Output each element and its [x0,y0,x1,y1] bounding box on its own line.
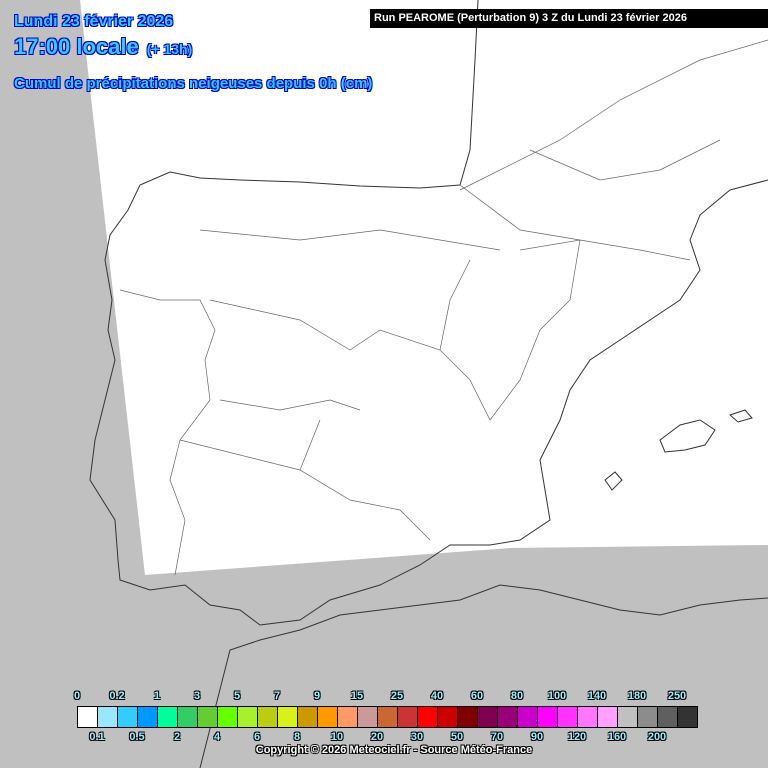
legend-label-top: 0.2 [109,690,125,702]
legend-swatch [498,707,518,727]
legend-swatch [558,707,578,727]
legend-label-top: 250 [667,690,687,702]
legend-swatch [318,707,338,727]
legend-swatch [678,707,697,727]
legend-label-bottom: 30 [410,731,424,743]
variable-title: Cumul de précipitations neigeuses depuis… [14,75,373,92]
legend-swatch [478,707,498,727]
forecast-time: 17:00 locale (+ 13h) [14,34,192,60]
copyright: Copyright © 2026 Meteociel.fr - Source M… [255,744,533,756]
legend-swatch [458,707,478,727]
legend-label-bottom: 10 [330,731,344,743]
lead-time: (+ 13h) [146,41,193,57]
legend-label-top: 40 [430,690,444,702]
legend-label-bottom: 160 [607,731,627,743]
legend-swatch [518,707,538,727]
coastline-menorca [729,409,753,423]
legend-label-bottom: 200 [647,731,667,743]
legend-label-top: 180 [627,690,647,702]
legend-label-top: 3 [193,690,201,702]
model-domain [80,0,768,575]
legend-swatch [618,707,638,727]
legend-swatch [118,707,138,727]
legend-swatch [358,707,378,727]
legend-label-top: 7 [273,690,281,702]
legend-label-bottom: 0.1 [89,731,105,743]
legend-swatch [218,707,238,727]
legend-label-top: 5 [233,690,241,702]
region-borders [179,39,768,541]
legend-label-bottom: 50 [450,731,464,743]
legend-swatch [178,707,198,727]
local-time: 17:00 locale [14,34,139,59]
legend-label-bottom: 20 [370,731,384,743]
legend-label-top: 60 [470,690,484,702]
legend-label-top: 0 [73,690,81,702]
coastline-iberia [89,0,768,626]
legend-swatch [138,707,158,727]
legend-label-bottom: 90 [530,731,544,743]
legend-swatch [638,707,658,727]
run-info: Run PEAROME (Perturbation 9) 3 Z du Lund… [370,9,768,28]
legend-label-top: 15 [350,690,364,702]
legend-swatch [658,707,678,727]
legend-swatch [298,707,318,727]
legend-label-bottom: 6 [253,731,261,743]
forecast-date: Lundi 23 février 2026 [14,13,174,30]
legend-swatch [438,707,458,727]
legend-swatch [418,707,438,727]
legend-label-top: 80 [510,690,524,702]
legend-swatch [338,707,358,727]
legend-swatch [78,707,98,727]
legend-swatch [98,707,118,727]
legend-swatch [198,707,218,727]
legend-label-top: 100 [547,690,567,702]
legend-label-bottom: 120 [567,731,587,743]
legend-swatch [238,707,258,727]
legend-swatch [398,707,418,727]
border-spain-portugal [119,289,216,576]
legend-swatch [598,707,618,727]
legend-label-top: 25 [390,690,404,702]
legend-swatch [258,707,278,727]
legend-swatch [578,707,598,727]
coastline-north-africa [199,584,768,768]
legend-swatch [278,707,298,727]
coastline-ibiza [604,471,623,491]
legend-label-bottom: 0.5 [129,731,145,743]
legend-label-bottom: 2 [173,731,181,743]
legend-label-top: 1 [153,690,161,702]
legend-label-top: 9 [313,690,321,702]
coastline-mallorca [659,419,716,453]
legend-swatch [378,707,398,727]
color-legend [77,706,698,728]
legend-label-bottom: 8 [293,731,301,743]
legend-label-bottom: 4 [213,731,221,743]
legend-label-top: 140 [587,690,607,702]
legend-label-bottom: 70 [490,731,504,743]
legend-swatch [538,707,558,727]
legend-swatch [158,707,178,727]
